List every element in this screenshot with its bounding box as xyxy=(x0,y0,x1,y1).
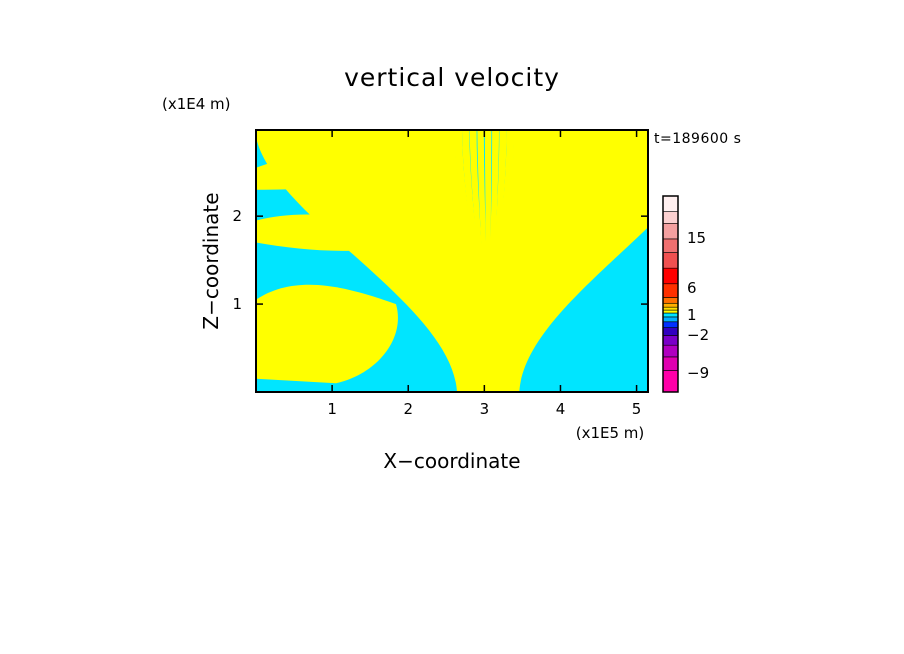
colorbar-band xyxy=(662,283,679,298)
positive-velocity-band xyxy=(423,130,484,392)
positive-velocity-band xyxy=(293,130,470,392)
colorbar-band xyxy=(662,356,679,371)
positive-velocity-region xyxy=(256,214,406,251)
x-axis: 1 2 3 4 5 xyxy=(327,130,641,418)
positive-velocity-band xyxy=(431,130,485,392)
colorbar-band xyxy=(662,316,679,323)
colorbar-label: 15 xyxy=(687,229,706,247)
y-axis-label: Z−coordinate xyxy=(199,192,223,329)
y-axis-unit: (x1E4 m) xyxy=(162,95,231,113)
colorbar-label: 6 xyxy=(687,279,697,297)
positive-velocity-band xyxy=(285,130,469,392)
colorbar-band xyxy=(662,302,679,308)
colorbar-band xyxy=(662,238,679,253)
colorbar-band xyxy=(662,370,679,393)
colorbar-band xyxy=(662,344,679,358)
x-tick-label: 1 xyxy=(327,400,337,418)
y-tick-label: 2 xyxy=(232,207,242,225)
time-label: t=189600 s xyxy=(654,131,741,147)
colorbar-band xyxy=(662,309,679,314)
x-tick-label: 2 xyxy=(403,400,413,418)
y-tick-label: 1 xyxy=(232,295,242,313)
positive-velocity-band xyxy=(301,130,471,392)
field-plot xyxy=(256,130,648,392)
positive-velocity-band xyxy=(454,130,487,392)
colorbar-band xyxy=(662,321,679,328)
colorbar-band xyxy=(662,211,679,224)
colorbar-band xyxy=(662,335,679,346)
positive-velocity-region xyxy=(256,152,416,190)
y-axis: 12 xyxy=(232,207,648,313)
colorbar-label: −2 xyxy=(687,326,709,344)
x-axis-unit: (x1E5 m) xyxy=(576,424,645,442)
x-axis-label: X−coordinate xyxy=(383,449,520,473)
positive-velocity-band xyxy=(439,130,486,392)
positive-velocity-band xyxy=(278,130,468,392)
positive-velocity-band xyxy=(416,130,483,392)
positive-velocity-band xyxy=(469,130,489,392)
positive-velocity-band xyxy=(270,130,468,392)
positive-velocity-band xyxy=(510,212,648,392)
colorbar-band xyxy=(662,252,679,269)
colorbar-label: −9 xyxy=(687,364,709,382)
x-tick-label: 4 xyxy=(556,400,566,418)
positive-velocity-band xyxy=(462,130,488,392)
positive-velocity-band xyxy=(408,130,482,392)
colorbar-frame xyxy=(662,195,679,393)
plot-frame xyxy=(255,129,649,393)
x-tick-label: 3 xyxy=(480,400,490,418)
colorbar-band xyxy=(662,306,679,311)
positive-velocity-band xyxy=(506,169,648,392)
x-tick-label: 5 xyxy=(632,400,642,418)
colorbar-label: 1 xyxy=(687,306,697,324)
colorbar-band xyxy=(662,297,679,304)
positive-velocity-band xyxy=(477,130,490,392)
colorbar-band xyxy=(662,223,679,240)
positive-velocity-band xyxy=(446,130,487,392)
chart-title: vertical velocity xyxy=(344,63,560,92)
colorbar: 15 6 1 −2 −9 xyxy=(662,195,709,393)
positive-velocity-band xyxy=(256,130,466,392)
colorbar-band xyxy=(662,312,679,318)
colorbar-band xyxy=(662,327,679,336)
positive-velocity-region xyxy=(256,284,398,384)
colorbar-band xyxy=(662,195,679,212)
colorbar-band xyxy=(662,267,679,285)
